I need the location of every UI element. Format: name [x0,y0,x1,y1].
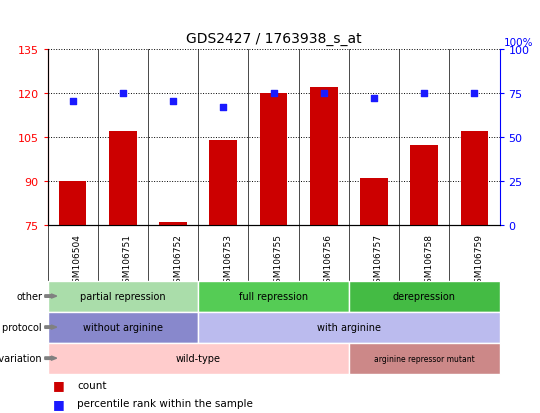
Text: ■: ■ [53,397,65,410]
Text: 100%: 100% [504,38,533,48]
Text: GSM106759: GSM106759 [475,233,483,288]
Bar [210,140,237,225]
Text: GSM106753: GSM106753 [224,233,232,288]
Bar [410,146,438,225]
Text: arginine repressor mutant: arginine repressor mutant [374,354,475,363]
Text: GSM106755: GSM106755 [273,233,282,288]
Text: GSM106752: GSM106752 [173,233,182,288]
Bar [198,281,349,312]
Bar [159,222,187,225]
Bar [48,312,198,343]
Bar [48,281,198,312]
Bar [349,343,500,374]
Point [119,90,127,97]
Point [219,104,228,111]
Text: count: count [77,380,107,389]
Bar [360,178,388,225]
Text: full repression: full repression [239,291,308,301]
Point [269,90,278,97]
Bar [461,131,488,225]
Title: GDS2427 / 1763938_s_at: GDS2427 / 1763938_s_at [186,32,361,46]
Text: partial repression: partial repression [80,291,166,301]
Text: other: other [16,291,42,301]
Text: ■: ■ [53,378,65,391]
Text: without arginine: without arginine [83,322,163,332]
Text: wild-type: wild-type [176,353,221,363]
Bar [198,312,500,343]
Point [369,95,378,102]
Bar [260,93,287,225]
Text: growth protocol: growth protocol [0,322,42,332]
Point [420,90,429,97]
Text: GSM106758: GSM106758 [424,233,433,288]
Text: genotype/variation: genotype/variation [0,353,42,363]
Text: with arginine: with arginine [317,322,381,332]
Bar [59,181,86,225]
Text: derepression: derepression [393,291,456,301]
Text: GSM106756: GSM106756 [324,233,333,288]
Text: GSM106757: GSM106757 [374,233,383,288]
Bar [349,281,500,312]
Bar [109,131,137,225]
Point [68,99,77,106]
Point [168,99,177,106]
Point [320,90,328,97]
Text: percentile rank within the sample: percentile rank within the sample [77,398,253,408]
Text: GSM106751: GSM106751 [123,233,132,288]
Bar [310,88,338,225]
Bar [48,343,349,374]
Text: GSM106504: GSM106504 [72,233,82,288]
Point [470,90,479,97]
